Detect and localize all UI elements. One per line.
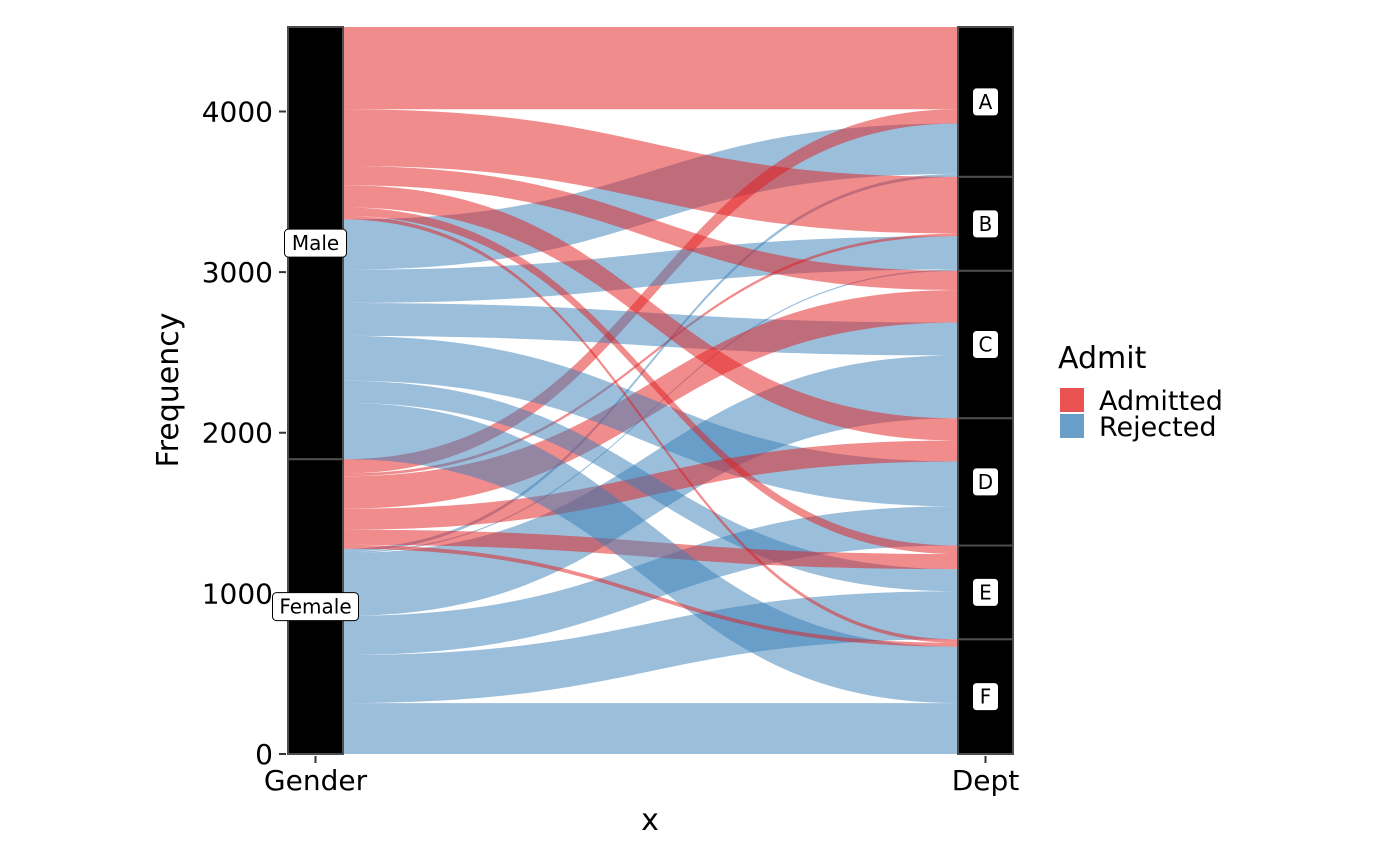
stratum-label-text-dept-b: B — [979, 212, 993, 236]
flow-male-a-admitted — [343, 27, 958, 110]
stratum-label-dept-c: C — [972, 330, 999, 360]
stratum-label-gender-female: Female — [272, 592, 359, 622]
stratum-label-text-gender-male: Male — [292, 231, 339, 255]
stratum-label-box-dept-e — [972, 577, 999, 607]
stratum-label-dept-e: E — [972, 577, 999, 607]
stratum-label-box-gender-female — [272, 592, 359, 622]
y-tick-label-2000: 2000 — [202, 417, 273, 450]
flow-female-b-admitted — [343, 233, 958, 477]
stratum-label-text-gender-female: Female — [279, 595, 351, 619]
stratum-label-text-dept-a: A — [979, 90, 993, 114]
flows-layer — [343, 27, 958, 754]
flow-female-f-admitted — [343, 544, 958, 647]
flow-male-c-rejected — [343, 302, 958, 356]
y-tick-label-4000: 4000 — [202, 95, 273, 128]
flow-female-a-admitted — [343, 109, 958, 474]
flow-female-a-rejected — [343, 173, 958, 552]
flow-male-d-admitted — [343, 185, 958, 441]
stratum-label-text-dept-c: C — [979, 333, 993, 357]
legend-swatch-admitted-overlay — [1060, 388, 1084, 412]
flow-male-b-rejected — [343, 236, 958, 303]
flow-female-f-rejected — [343, 703, 958, 754]
axes-layer: 0 1000 2000 3000 4000 Gender Dept — [202, 95, 1020, 797]
legend: Admit Admitted Rejected — [1058, 341, 1223, 443]
stratum-label-text-dept-e: E — [979, 580, 992, 604]
x-tick-label-dept: Dept — [952, 764, 1020, 797]
stratum-label-dept-a: A — [972, 87, 999, 117]
flow-male-b-admitted — [343, 109, 958, 234]
stratum-label-box-dept-c — [972, 330, 999, 360]
y-tick-label-0: 0 — [255, 738, 273, 771]
flow-male-f-rejected — [343, 402, 958, 704]
flow-male-f-admitted — [343, 215, 958, 643]
legend-title: Admit — [1058, 341, 1147, 376]
y-tick-label-1000: 1000 — [202, 577, 273, 610]
flow-male-c-admitted — [343, 165, 958, 291]
stratum-label-gender-male: Male — [284, 228, 347, 258]
y-tick-label-3000: 3000 — [202, 256, 273, 289]
stratum-label-dept-f: F — [972, 682, 999, 712]
legend-label-admitted: Admitted — [1099, 386, 1223, 417]
stratum-label-dept-b: B — [972, 209, 999, 239]
x-tick-label-gender: Gender — [264, 764, 368, 797]
flow-male-e-admitted — [343, 207, 958, 555]
stratum-label-text-dept-d: D — [978, 470, 993, 494]
x-axis-title: x — [641, 803, 659, 838]
labels-layer: Male Female A B C D E F — [272, 87, 999, 712]
stratum-label-box-dept-b — [972, 209, 999, 239]
y-axis-title: Frequency — [151, 313, 186, 468]
stratum-label-text-dept-f: F — [980, 685, 992, 709]
stratum-label-box-gender-male — [284, 228, 347, 258]
stratum-label-box-dept-d — [972, 467, 999, 497]
legend-label-rejected: Rejected — [1099, 412, 1216, 443]
stratum-label-box-dept-a — [972, 87, 999, 117]
stratum-label-dept-d: D — [972, 467, 999, 497]
flow-male-e-rejected — [343, 380, 958, 592]
legend-swatch-rejected-overlay — [1060, 414, 1084, 438]
flow-female-e-rejected — [343, 591, 958, 704]
stratum-label-box-dept-f — [972, 682, 999, 712]
